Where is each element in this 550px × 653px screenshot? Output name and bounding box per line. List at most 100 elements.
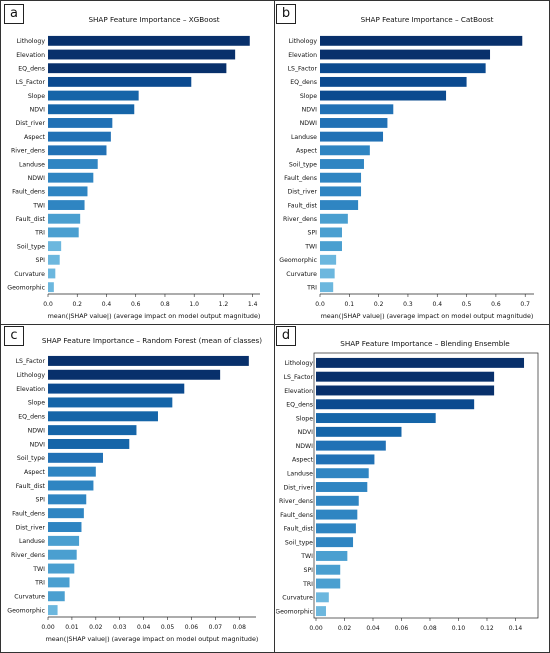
x-tick-label: 1.0 — [189, 301, 199, 308]
bar-river-dens — [320, 213, 348, 224]
panel-letter-b: b — [276, 4, 296, 24]
x-tick-label: 0.06 — [185, 624, 199, 631]
category-label: Curvature — [282, 595, 313, 602]
bar-aspect — [316, 454, 375, 465]
bar-elevation — [48, 383, 185, 394]
x-axis-label: mean(|SHAP value|) (average impact on mo… — [48, 312, 261, 320]
bar-river-dens — [316, 495, 359, 506]
category-label: NDVI — [30, 441, 46, 448]
x-tick-label: 0.3 — [403, 301, 413, 308]
category-label: Soil_type — [17, 243, 45, 250]
category-label: LS_Factor — [16, 358, 46, 365]
chart-title: SHAP Feature Importance – XGBoost — [88, 15, 219, 24]
category-label: River_dens — [11, 148, 45, 155]
x-tick-label: 0.08 — [423, 625, 437, 632]
category-label: Fault_dens — [280, 512, 313, 519]
category-label: Lithology — [289, 38, 318, 45]
bar-landuse — [48, 535, 80, 546]
category-label: Fault_dist — [16, 483, 46, 490]
x-tick-label: 0.4 — [102, 301, 112, 308]
bar-elevation — [316, 385, 495, 396]
panel-letter-a: a — [4, 4, 24, 24]
x-tick-label: 0.10 — [452, 625, 466, 632]
category-label: Aspect — [24, 469, 46, 476]
bar-fault-dist — [48, 213, 81, 224]
category-label: Soil_type — [285, 539, 313, 546]
bar-river-dens — [48, 549, 77, 560]
bar-ndwi — [48, 172, 94, 183]
x-tick-label: 0.14 — [509, 625, 523, 632]
x-tick-label: 0.01 — [65, 624, 79, 631]
bar-dist-river — [48, 522, 82, 533]
category-label: Elevation — [16, 52, 45, 59]
x-tick-label: 1.4 — [248, 301, 258, 308]
bar-eq-dens — [48, 411, 158, 422]
category-label: EQ_dens — [286, 402, 313, 409]
bar-elevation — [320, 49, 491, 60]
category-label: Dist_river — [15, 524, 45, 531]
bar-soil-type — [320, 159, 364, 169]
bar-ls-factor — [48, 355, 249, 366]
category-label: Geomorphic — [276, 608, 314, 615]
category-label: TWI — [32, 202, 45, 209]
bar-twi — [320, 241, 342, 252]
x-tick-label: 0.4 — [432, 301, 442, 308]
bar-ndvi — [48, 104, 135, 115]
bar-ls-factor — [48, 76, 192, 87]
bar-curvature — [48, 268, 56, 279]
category-label: TWI — [300, 553, 313, 560]
bar-geomorphic — [48, 282, 54, 293]
bar-soil-type — [48, 241, 62, 252]
bar-tri — [316, 578, 341, 589]
category-label: LS_Factor — [288, 66, 318, 73]
category-label: Landuse — [19, 538, 45, 545]
chart-title: SHAP Feature Importance – Random Forest … — [42, 336, 262, 345]
bar-twi — [48, 200, 85, 210]
category-label: Fault_dens — [12, 510, 45, 517]
category-label: River_dens — [283, 216, 317, 223]
category-label: Slope — [28, 400, 45, 407]
chart-random-forest: SHAP Feature Importance – Random Forest … — [7, 336, 262, 643]
category-label: Fault_dist — [284, 526, 314, 533]
category-label: Elevation — [284, 388, 313, 395]
category-label: TWI — [32, 566, 45, 573]
category-label: Geomorphic — [7, 607, 45, 614]
bar-spi — [48, 494, 87, 505]
bar-slope — [48, 397, 173, 408]
bar-geomorphic — [316, 606, 326, 617]
category-label: NDVI — [298, 429, 314, 436]
bar-landuse — [316, 468, 369, 479]
bar-soil-type — [48, 452, 103, 463]
category-label: Landuse — [19, 161, 45, 168]
panel-letter-d: d — [276, 326, 296, 346]
bar-slope — [48, 90, 139, 101]
panel-letter-c: c — [4, 326, 24, 346]
panel-d: SHAP Feature Importance – Blending Ensem… — [275, 326, 546, 649]
bar-fault-dens — [48, 508, 84, 519]
chart-title: SHAP Feature Importance – CatBoost — [361, 15, 494, 24]
category-label: Fault_dens — [284, 175, 317, 182]
x-tick-label: 0.0 — [315, 301, 325, 308]
category-label: SPI — [36, 257, 46, 264]
bar-spi — [320, 227, 342, 238]
x-tick-label: 0.2 — [374, 301, 384, 308]
x-tick-label: 0.02 — [89, 624, 103, 631]
bar-lithology — [316, 357, 525, 368]
x-axis-label: mean(|SHAP value|) (average impact on mo… — [321, 312, 534, 320]
category-label: LS_Factor — [284, 374, 314, 381]
x-tick-label: 0.0 — [43, 301, 53, 308]
bar-lithology — [48, 369, 221, 380]
plot-frame — [313, 352, 539, 619]
category-label: TWI — [304, 243, 317, 250]
bar-tri — [48, 227, 79, 238]
bar-soil-type — [316, 537, 354, 548]
bar-ls-factor — [316, 371, 495, 382]
bar-ndwi — [320, 118, 388, 128]
x-tick-label: 0.04 — [137, 624, 151, 631]
bar-ndvi — [48, 438, 130, 449]
bar-curvature — [316, 592, 329, 603]
bar-spi — [48, 254, 60, 265]
x-tick-label: 0.02 — [338, 625, 352, 632]
x-tick-label: 0.7 — [520, 301, 530, 308]
category-label: River_dens — [279, 498, 313, 505]
